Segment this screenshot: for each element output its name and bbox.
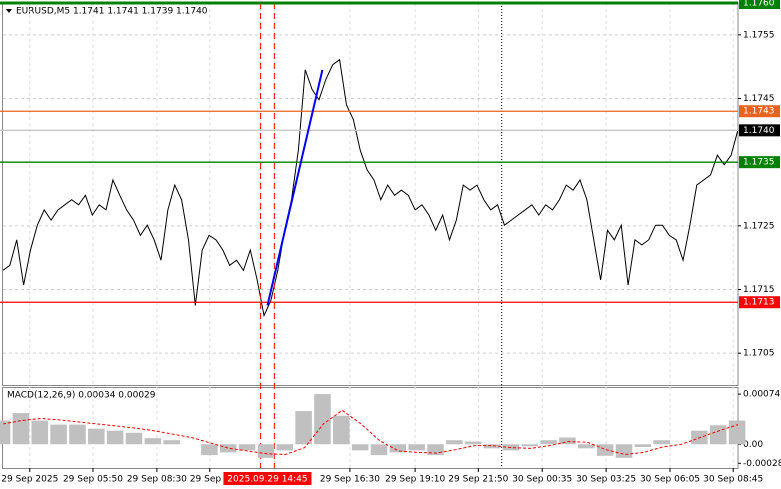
histogram-bar [0,420,11,445]
x-tick-label: 29 Sep 1 [190,475,230,485]
x-tick-label: 29 Sep 05:50 [63,475,123,485]
y-tick-label: 1.1715 [743,285,775,295]
histogram-bar [257,444,275,458]
histogram-bar [125,432,143,445]
histogram-bar [578,444,595,449]
histogram-bar [709,425,727,445]
histogram-bar [596,444,614,456]
histogram-bar [634,444,652,447]
histogram-bar [540,440,557,445]
histogram-bar [88,428,105,445]
level-label-box [739,156,780,169]
histogram-bar [219,444,237,453]
level-label-box [739,105,780,118]
histogram-bar [446,440,463,445]
x-tick-label: 29 Sep 2025 [1,475,58,485]
histogram-bar [427,444,444,456]
histogram-bar [106,430,124,445]
trend-line [266,69,324,306]
y-tick-label: 1.1725 [743,221,775,231]
y-tick-label: 1.1755 [743,30,775,40]
level-label: 1.1713 [743,298,775,308]
level-label: 1.1740 [743,126,775,136]
histogram-bar [12,413,30,445]
level-label: 1.1760 [743,0,775,9]
y-tick-label: 1.1745 [743,94,775,104]
x-tick-label: 30 Sep 06:05 [640,475,700,485]
histogram-bar [653,440,670,445]
histogram-bar [615,444,633,458]
histogram-bar [201,444,218,456]
y-tick-label: 0.00074 [743,390,780,400]
histogram-bar [69,424,86,445]
histogram-bar [333,415,350,445]
macd-title: MACD(12,26,9) 0.00034 0.00029 [7,391,156,401]
histogram-bar [31,420,49,445]
x-tick-label: 29 Sep 21:50 [448,475,508,485]
y-tick-label: 1.1705 [743,349,775,359]
histogram-bar [238,444,256,451]
y-tick-label: -0.00028 [743,459,781,469]
histogram-bar [295,411,312,445]
crosshair-label-box [223,472,312,485]
x-tick-label: 30 Sep 03:25 [576,475,636,485]
histogram-bar [389,444,407,453]
chart-title: EURUSD,M5 1.1741 1.1741 1.1739 1.1740 [16,7,208,17]
y-tick-label: 0.00 [743,440,763,450]
histogram-bar [351,444,369,451]
histogram-bar [144,438,162,445]
histogram-bar [464,441,482,445]
x-tick-label: 30 Sep 08:45 [703,475,763,485]
x-tick-label: 29 Sep 16:30 [320,475,380,485]
signal-line [2,409,739,455]
histogram-bar [276,444,294,451]
level-label: 1.1743 [743,107,775,117]
histogram-bar [483,444,501,449]
level-label-box [739,124,780,137]
level-label-box [739,0,780,9]
menu-arrow [6,9,12,13]
histogram-bar [314,394,331,445]
x-tick-label: 29 Sep 19:10 [385,475,445,485]
histogram-bar [408,444,425,451]
histogram-bar [50,424,67,445]
histogram-bar [521,444,539,447]
price-line [2,58,739,318]
level-label-box [739,296,780,309]
crosshair-label: 2025.09.29 14:45 [227,475,307,485]
histogram-bar [728,420,746,445]
level-label: 1.1735 [743,158,775,168]
histogram-bar [559,437,576,445]
histogram-bar [163,440,180,445]
x-tick-label: 29 Sep 08:30 [127,475,187,485]
x-tick-label: 30 Sep 00:35 [512,475,572,485]
histogram-bar [370,444,388,456]
